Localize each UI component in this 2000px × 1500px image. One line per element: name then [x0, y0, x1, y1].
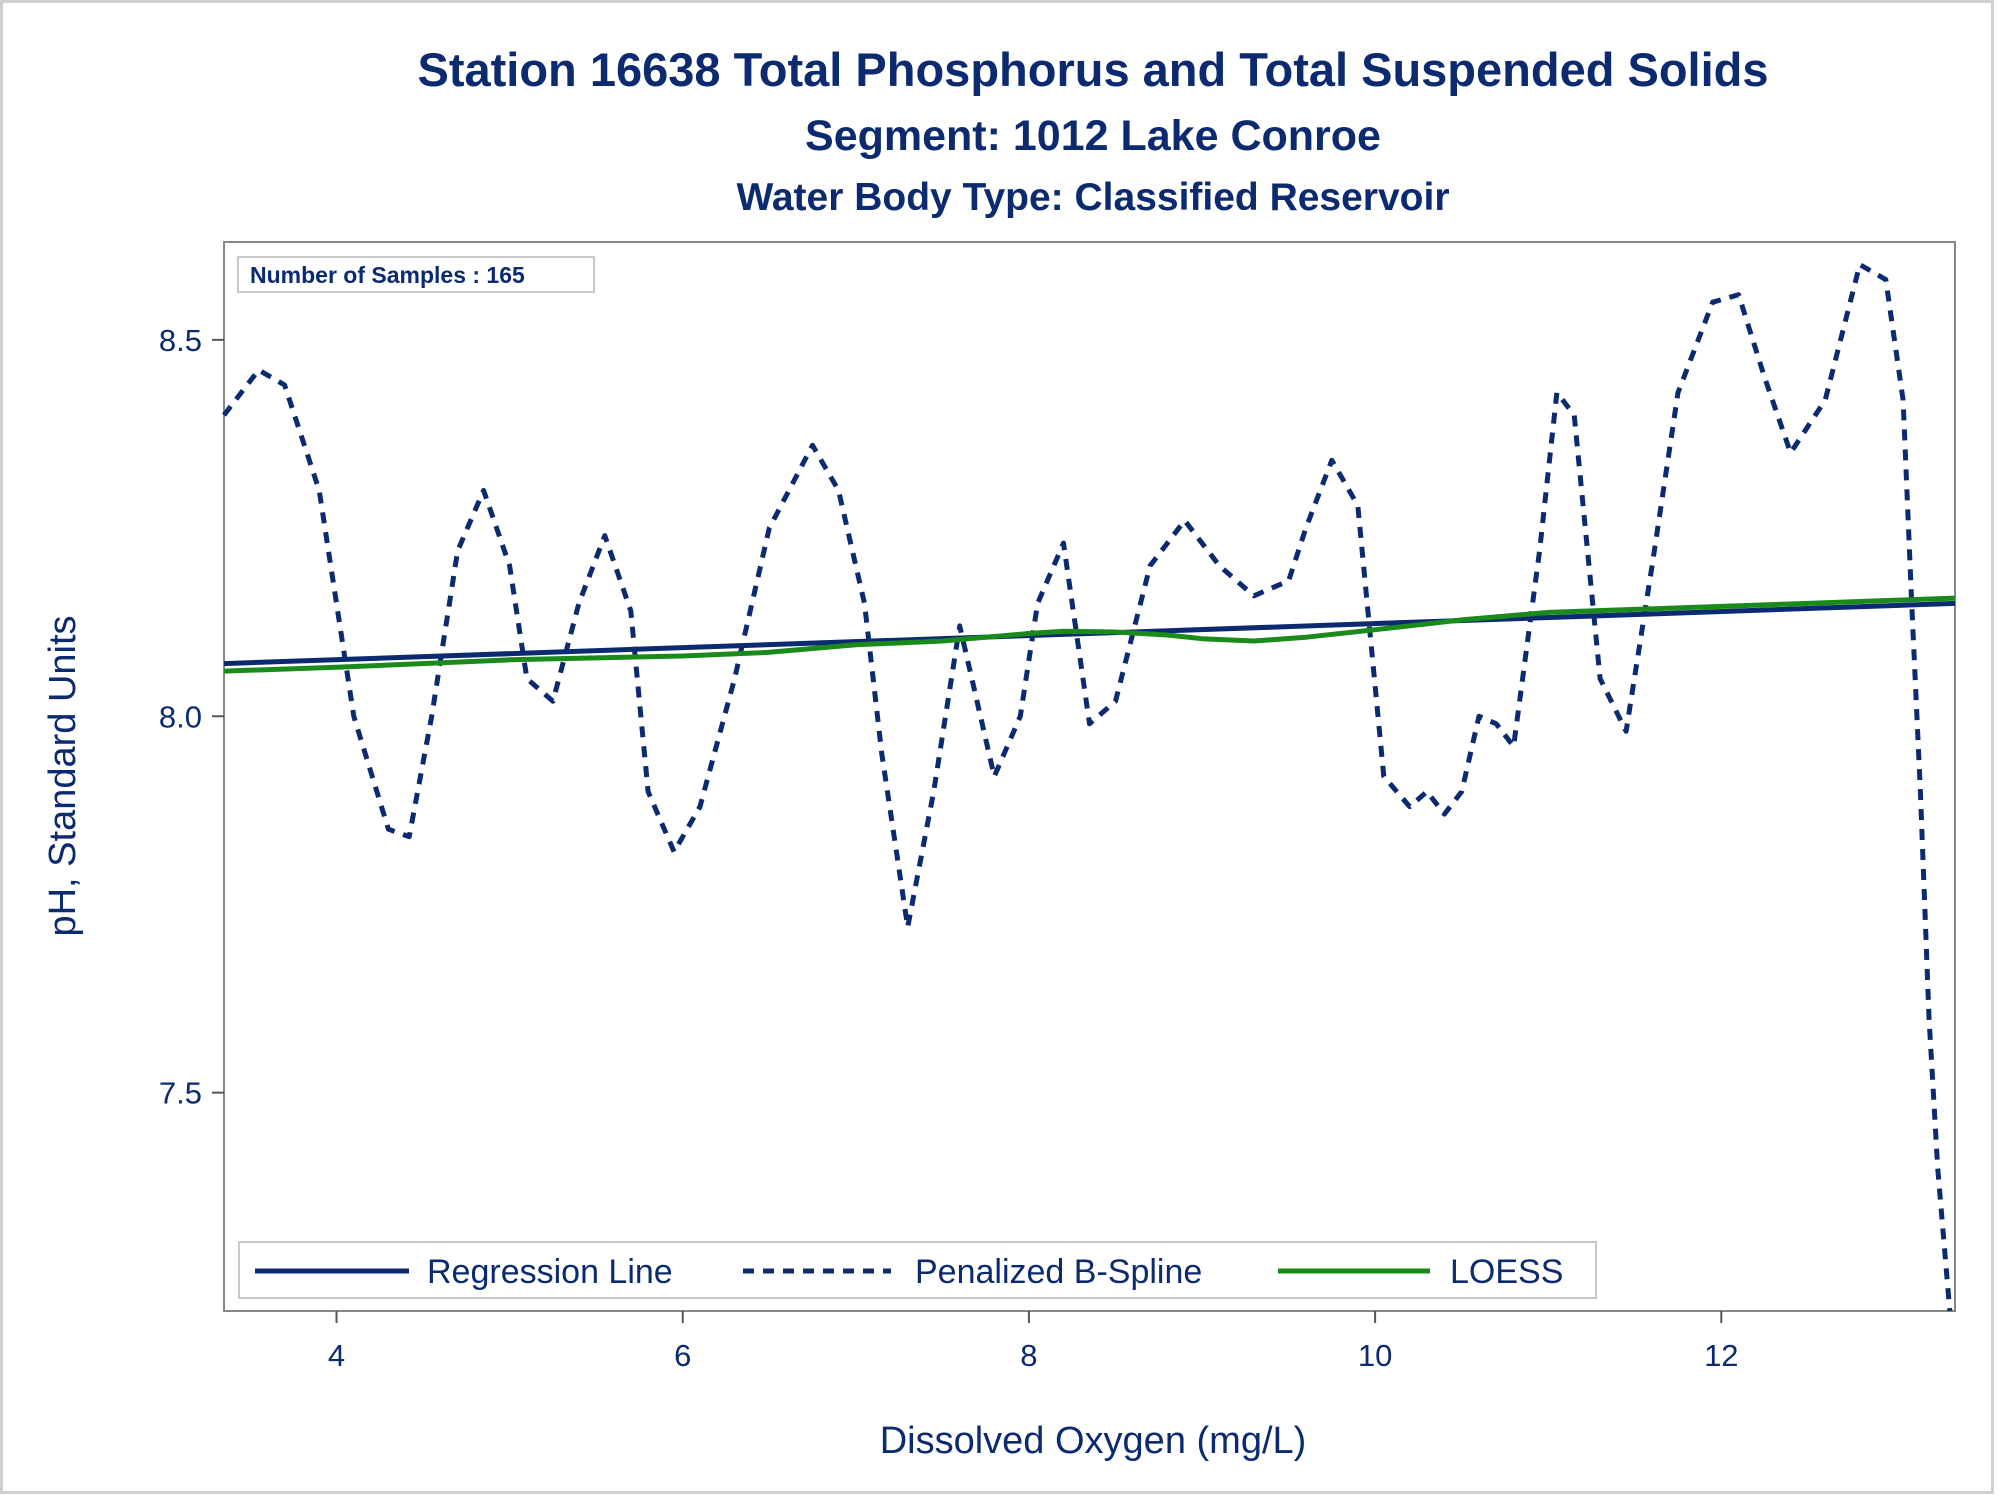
- x-tick-label: 6: [674, 1338, 691, 1373]
- chart-subtitle-2: Water Body Type: Classified Reservoir: [736, 176, 1449, 219]
- x-tick-label: 10: [1358, 1338, 1392, 1373]
- plot-frame: [223, 241, 1956, 1312]
- legend-label-spline: Penalized B-Spline: [915, 1253, 1202, 1291]
- sample-count-frame: [237, 256, 595, 293]
- x-axis-label: Dissolved Oxygen (mg/L): [880, 1420, 1307, 1462]
- x-tick-label: 8: [1020, 1338, 1037, 1373]
- x-axis: 4 6 8 10 12: [328, 1311, 1739, 1373]
- sample-count-label: Number of Samples : 165: [250, 262, 525, 288]
- x-tick-label: 12: [1704, 1338, 1738, 1373]
- legend-label-regression: Regression Line: [427, 1253, 673, 1291]
- chart-title: Station 16638 Total Phosphorus and Total…: [418, 43, 1769, 96]
- y-tick-label: 8.5: [159, 323, 202, 358]
- y-axis-label: pH, Standard Units: [42, 615, 84, 936]
- y-tick-label: 8.0: [159, 699, 202, 734]
- series-loess: [223, 595, 1956, 674]
- y-axis: 7.5 8.0 8.5: [159, 323, 224, 1111]
- series-penalized-b-spline: [222, 262, 1953, 1312]
- sample-count-box: Number of Samples : 165: [237, 256, 595, 293]
- legend: Regression Line Penalized B-Spline LOESS: [238, 1241, 1597, 1299]
- chart-subtitle: Segment: 1012 Lake Conroe: [805, 112, 1381, 160]
- legend-label-loess: LOESS: [1450, 1253, 1563, 1291]
- y-tick-label: 7.5: [159, 1076, 202, 1111]
- series-layer: [222, 262, 1956, 1312]
- chart-svg: Station 16638 Total Phosphorus and Total…: [42, 43, 1956, 1462]
- x-tick-label: 4: [328, 1338, 345, 1373]
